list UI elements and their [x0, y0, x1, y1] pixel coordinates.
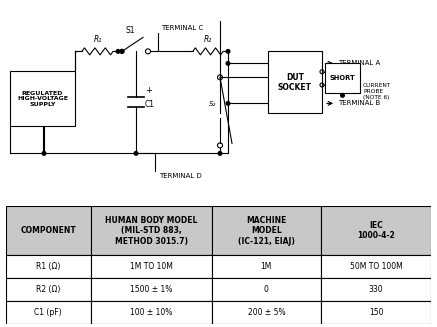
Circle shape	[226, 50, 230, 53]
Text: R₁: R₁	[94, 35, 102, 44]
Bar	[212, 301, 321, 324]
Bar	[6, 255, 91, 278]
Bar	[91, 206, 212, 255]
Text: REGULATED
HIGH-VOLTAGE
SUPPLY: REGULATED HIGH-VOLTAGE SUPPLY	[17, 91, 68, 107]
Circle shape	[42, 152, 46, 155]
Text: C1: C1	[145, 100, 155, 109]
Text: 150: 150	[369, 308, 383, 317]
Text: 1500 ± 1%: 1500 ± 1%	[130, 285, 173, 294]
Circle shape	[116, 50, 120, 53]
Text: R2 (Ω): R2 (Ω)	[36, 285, 60, 294]
Text: C1 (pF): C1 (pF)	[35, 308, 62, 317]
Text: HUMAN BODY MODEL
(MIL-STD 883,
METHOD 3015.7): HUMAN BODY MODEL (MIL-STD 883, METHOD 30…	[105, 216, 198, 246]
Text: R1 (Ω): R1 (Ω)	[36, 262, 60, 271]
Text: MACHINE
MODEL
(IC-121, EIAJ): MACHINE MODEL (IC-121, EIAJ)	[238, 216, 295, 246]
Text: 1M: 1M	[261, 262, 272, 271]
Bar	[10, 71, 75, 126]
Text: +: +	[145, 86, 152, 95]
Circle shape	[341, 94, 344, 97]
Bar	[321, 255, 431, 278]
Bar	[321, 206, 431, 255]
Bar	[212, 206, 321, 255]
Circle shape	[218, 152, 222, 155]
Bar	[321, 301, 431, 324]
Bar	[6, 206, 91, 255]
Text: IEC
1000-4-2: IEC 1000-4-2	[357, 221, 395, 240]
Bar	[91, 255, 212, 278]
Text: 100 ± 10%: 100 ± 10%	[130, 308, 173, 317]
Bar	[6, 301, 91, 324]
Text: 330: 330	[369, 285, 383, 294]
Circle shape	[226, 61, 230, 65]
Bar	[6, 278, 91, 301]
Text: TERMINAL C: TERMINAL C	[161, 26, 203, 31]
Text: S₂: S₂	[209, 101, 216, 107]
Text: 1M TO 10M: 1M TO 10M	[130, 262, 173, 271]
Text: 50M TO 100M: 50M TO 100M	[350, 262, 402, 271]
Text: SHORT: SHORT	[329, 75, 355, 81]
Text: COMPONENT: COMPONENT	[21, 226, 76, 235]
Bar	[325, 63, 360, 94]
Bar	[91, 301, 212, 324]
Circle shape	[134, 152, 138, 155]
Text: TERMINAL B: TERMINAL B	[338, 100, 380, 106]
Bar	[212, 278, 321, 301]
Circle shape	[120, 49, 124, 53]
Text: DUT
SOCKET: DUT SOCKET	[278, 73, 312, 92]
Text: CURRENT
PROBE
(NOTE 6): CURRENT PROBE (NOTE 6)	[363, 83, 392, 100]
Text: 200 ± 5%: 200 ± 5%	[248, 308, 285, 317]
Text: TERMINAL A: TERMINAL A	[338, 60, 380, 66]
Text: R₂: R₂	[204, 35, 212, 44]
Text: S1: S1	[125, 26, 135, 35]
Bar	[268, 51, 322, 113]
Circle shape	[226, 102, 230, 105]
Bar	[91, 278, 212, 301]
Bar	[321, 278, 431, 301]
Text: TERMINAL D: TERMINAL D	[159, 173, 202, 180]
Text: 0: 0	[264, 285, 269, 294]
Bar	[212, 255, 321, 278]
